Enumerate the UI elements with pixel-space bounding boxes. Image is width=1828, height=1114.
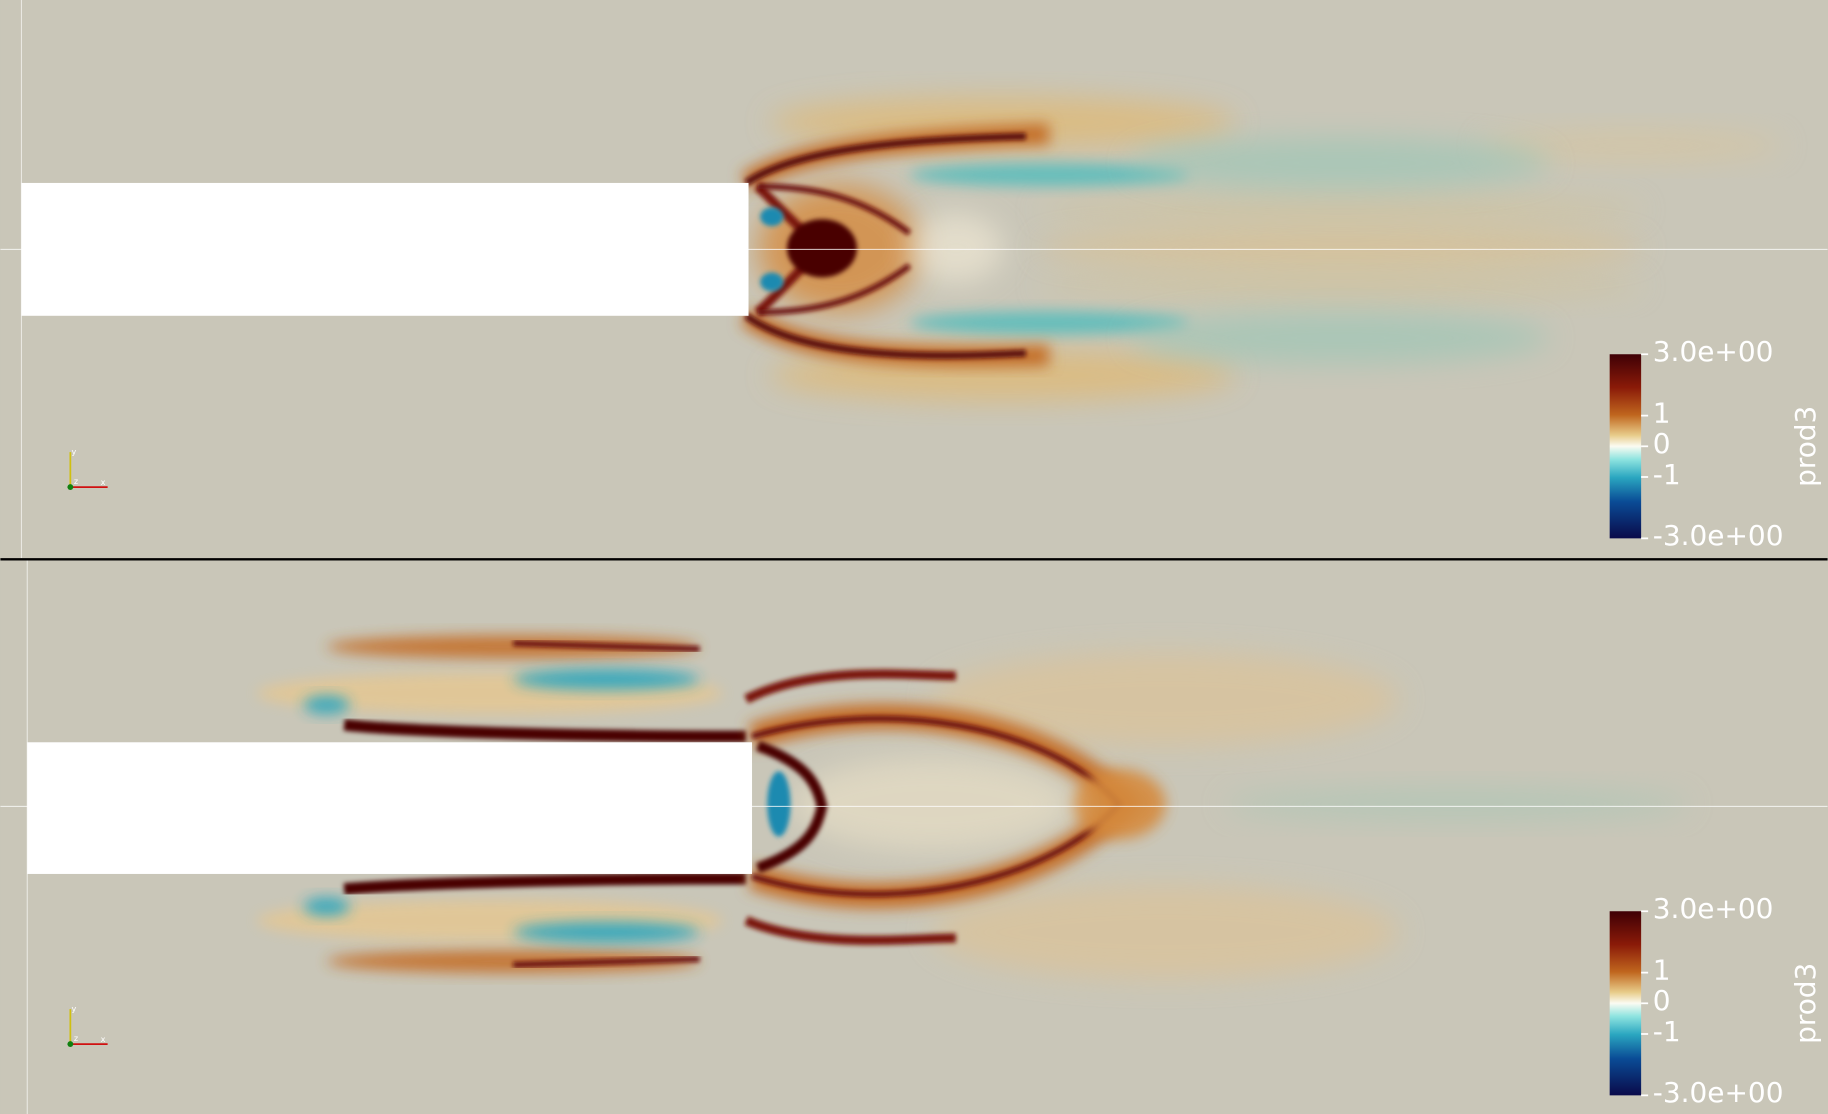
axis-z-label: z [74,476,78,486]
colorbar-label: -3.0e+00 [1653,1076,1784,1109]
colorbar-label: 3.0e+00 [1653,335,1774,368]
colorbar-label: -1 [1653,1015,1681,1048]
axis-x-label: x [101,1034,106,1044]
axis-z-label: z [74,1033,78,1043]
colorbar-label: -1 [1653,458,1681,491]
axis-z [67,484,74,490]
colorbar-label: 1 [1653,396,1671,429]
colorbar-title: prod3 [1789,963,1822,1044]
colorbar [1609,911,1642,1096]
colorbar-label: -3.0e+00 [1653,519,1784,552]
field [256,635,1691,979]
colorbar-label: 3.0e+00 [1653,892,1774,925]
view-bottom [0,560,1828,1114]
colorbar-label: 0 [1653,427,1671,460]
axis-y-label: y [72,447,77,457]
view-top [0,0,1828,559]
axis-y-label: y [72,1004,77,1014]
body-slice [27,742,753,874]
colorbar-label: 0 [1653,984,1671,1017]
colorbar-title: prod3 [1789,406,1822,487]
axis-x-label: x [101,477,106,487]
axis-z [67,1041,74,1047]
colorbar-label: 1 [1653,953,1671,986]
field [740,96,1784,401]
colorbar [1609,354,1642,539]
